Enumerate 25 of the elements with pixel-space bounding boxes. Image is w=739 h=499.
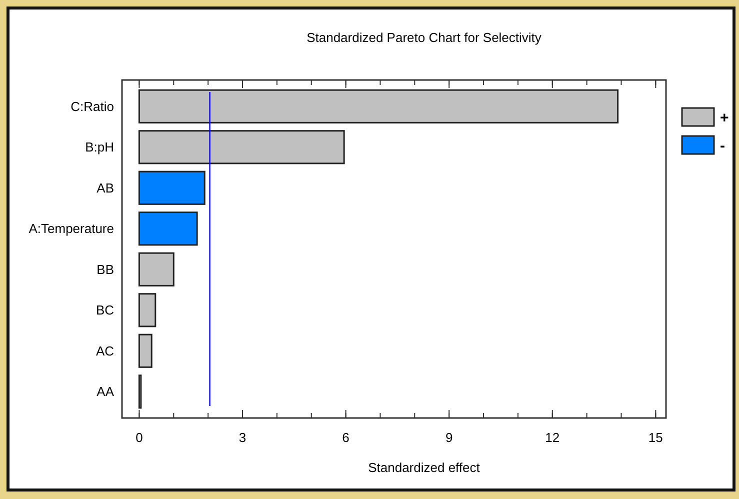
legend-label: - xyxy=(720,137,725,154)
bar xyxy=(138,130,345,164)
x-tick-label: 12 xyxy=(545,430,560,445)
chart-title: Standardized Pareto Chart for Selectivity xyxy=(306,30,542,45)
y-tick-label: AB xyxy=(96,180,114,196)
bar xyxy=(138,293,156,328)
x-tick-label: 15 xyxy=(648,430,663,445)
bar xyxy=(138,89,619,124)
bar xyxy=(138,170,206,205)
bar xyxy=(138,252,174,286)
y-tick-label: C:Ratio xyxy=(70,98,114,114)
bar xyxy=(138,334,152,368)
y-tick-label: BB xyxy=(96,262,114,277)
x-tick-label: 3 xyxy=(238,430,246,445)
y-tick-label: AA xyxy=(96,384,114,400)
y-tick-label: AC xyxy=(96,343,114,358)
x-axis-title: Standardized effect xyxy=(368,460,480,475)
x-tick-label: 6 xyxy=(342,430,350,445)
y-tick-label: B:pH xyxy=(85,140,114,155)
x-tick-label: 9 xyxy=(445,430,453,445)
y-tick-label: A:Temperature xyxy=(28,221,114,236)
legend-label: + xyxy=(720,109,729,126)
y-tick-label: BC xyxy=(96,302,114,318)
bar xyxy=(138,212,198,246)
x-tick-label: 0 xyxy=(136,430,143,445)
